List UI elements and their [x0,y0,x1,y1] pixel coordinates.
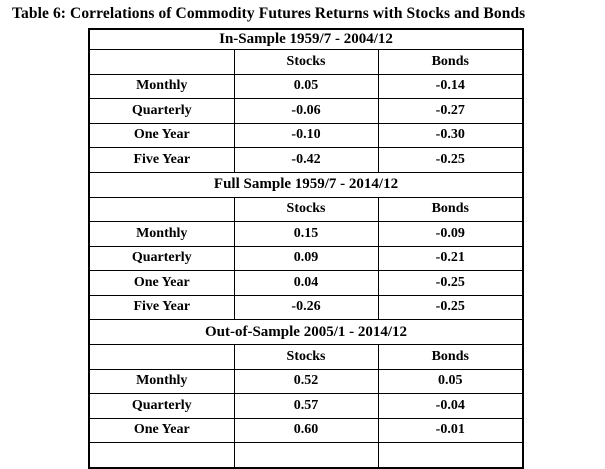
stocks-value: -0.06 [233,98,379,124]
stocks-value: 0.52 [233,368,379,394]
row-label: Quarterly [88,393,235,419]
table-row: Quarterly 0.57 -0.04 [88,393,524,419]
bonds-value [377,442,524,468]
table-row: Quarterly -0.06 -0.27 [88,98,524,124]
row-label: Quarterly [88,98,235,124]
stocks-value: 0.60 [233,417,379,443]
table-row: One Year 0.60 -0.01 [88,417,524,443]
column-header-bonds: Bonds [377,196,524,222]
row-label: Five Year [88,294,235,320]
bonds-value: -0.09 [377,221,524,247]
table-row: Monthly 0.15 -0.09 [88,221,524,247]
row-label: Quarterly [88,245,235,271]
stocks-value: -0.26 [233,294,379,320]
column-header-row: Stocks Bonds [88,344,524,370]
stocks-value [233,442,379,468]
stocks-value: 0.15 [233,221,379,247]
row-label: Five Year [88,147,235,173]
table-row: One Year -0.10 -0.30 [88,122,524,148]
bonds-value: -0.25 [377,270,524,296]
column-header-empty [88,196,235,222]
bonds-value: -0.30 [377,122,524,148]
column-header-empty [88,49,235,75]
row-label: Monthly [88,221,235,247]
bonds-value: -0.14 [377,73,524,99]
section-header-full-sample: Full Sample 1959/7 - 2014/12 [88,171,524,198]
table-row: Five Year -0.26 -0.25 [88,294,524,320]
column-header-stocks: Stocks [233,344,379,370]
section-row-out-of-sample: Out-of-Sample 2005/1 - 2014/12 [88,319,524,345]
row-label [88,442,235,468]
stocks-value: 0.09 [233,245,379,271]
row-label: Monthly [88,73,235,99]
column-header-empty [88,344,235,370]
bonds-value: -0.21 [377,245,524,271]
bonds-value: -0.25 [377,294,524,320]
table-row: Quarterly 0.09 -0.21 [88,245,524,271]
correlations-table: In-Sample 1959/7 - 2004/12 Stocks Bonds … [88,28,525,469]
table-row-partial-cutoff [88,442,524,468]
section-row-full-sample: Full Sample 1959/7 - 2014/12 [88,171,524,198]
column-header-stocks: Stocks [233,49,379,75]
bonds-value: -0.25 [377,147,524,173]
bonds-value: -0.04 [377,393,524,419]
table-row: Five Year -0.42 -0.25 [88,147,524,173]
section-header-in-sample: In-Sample 1959/7 - 2004/12 [88,28,524,50]
row-label: One Year [88,270,235,296]
table-title: Table 6: Correlations of Commodity Futur… [12,5,526,22]
column-header-stocks: Stocks [233,196,379,222]
stocks-value: -0.10 [233,122,379,148]
column-header-row: Stocks Bonds [88,49,524,75]
row-label: One Year [88,122,235,148]
table-row: Monthly 0.05 -0.14 [88,73,524,99]
row-label: Monthly [88,368,235,394]
section-header-out-of-sample: Out-of-Sample 2005/1 - 2014/12 [88,319,524,345]
column-header-row: Stocks Bonds [88,196,524,222]
bonds-value: -0.01 [377,417,524,443]
stocks-value: 0.04 [233,270,379,296]
column-header-bonds: Bonds [377,49,524,75]
table-row: Monthly 0.52 0.05 [88,368,524,394]
column-header-bonds: Bonds [377,344,524,370]
bonds-value: 0.05 [377,368,524,394]
stocks-value: -0.42 [233,147,379,173]
table-row: One Year 0.04 -0.25 [88,270,524,296]
bonds-value: -0.27 [377,98,524,124]
section-row-in-sample: In-Sample 1959/7 - 2004/12 [88,28,524,50]
row-label: One Year [88,417,235,443]
stocks-value: 0.05 [233,73,379,99]
stocks-value: 0.57 [233,393,379,419]
